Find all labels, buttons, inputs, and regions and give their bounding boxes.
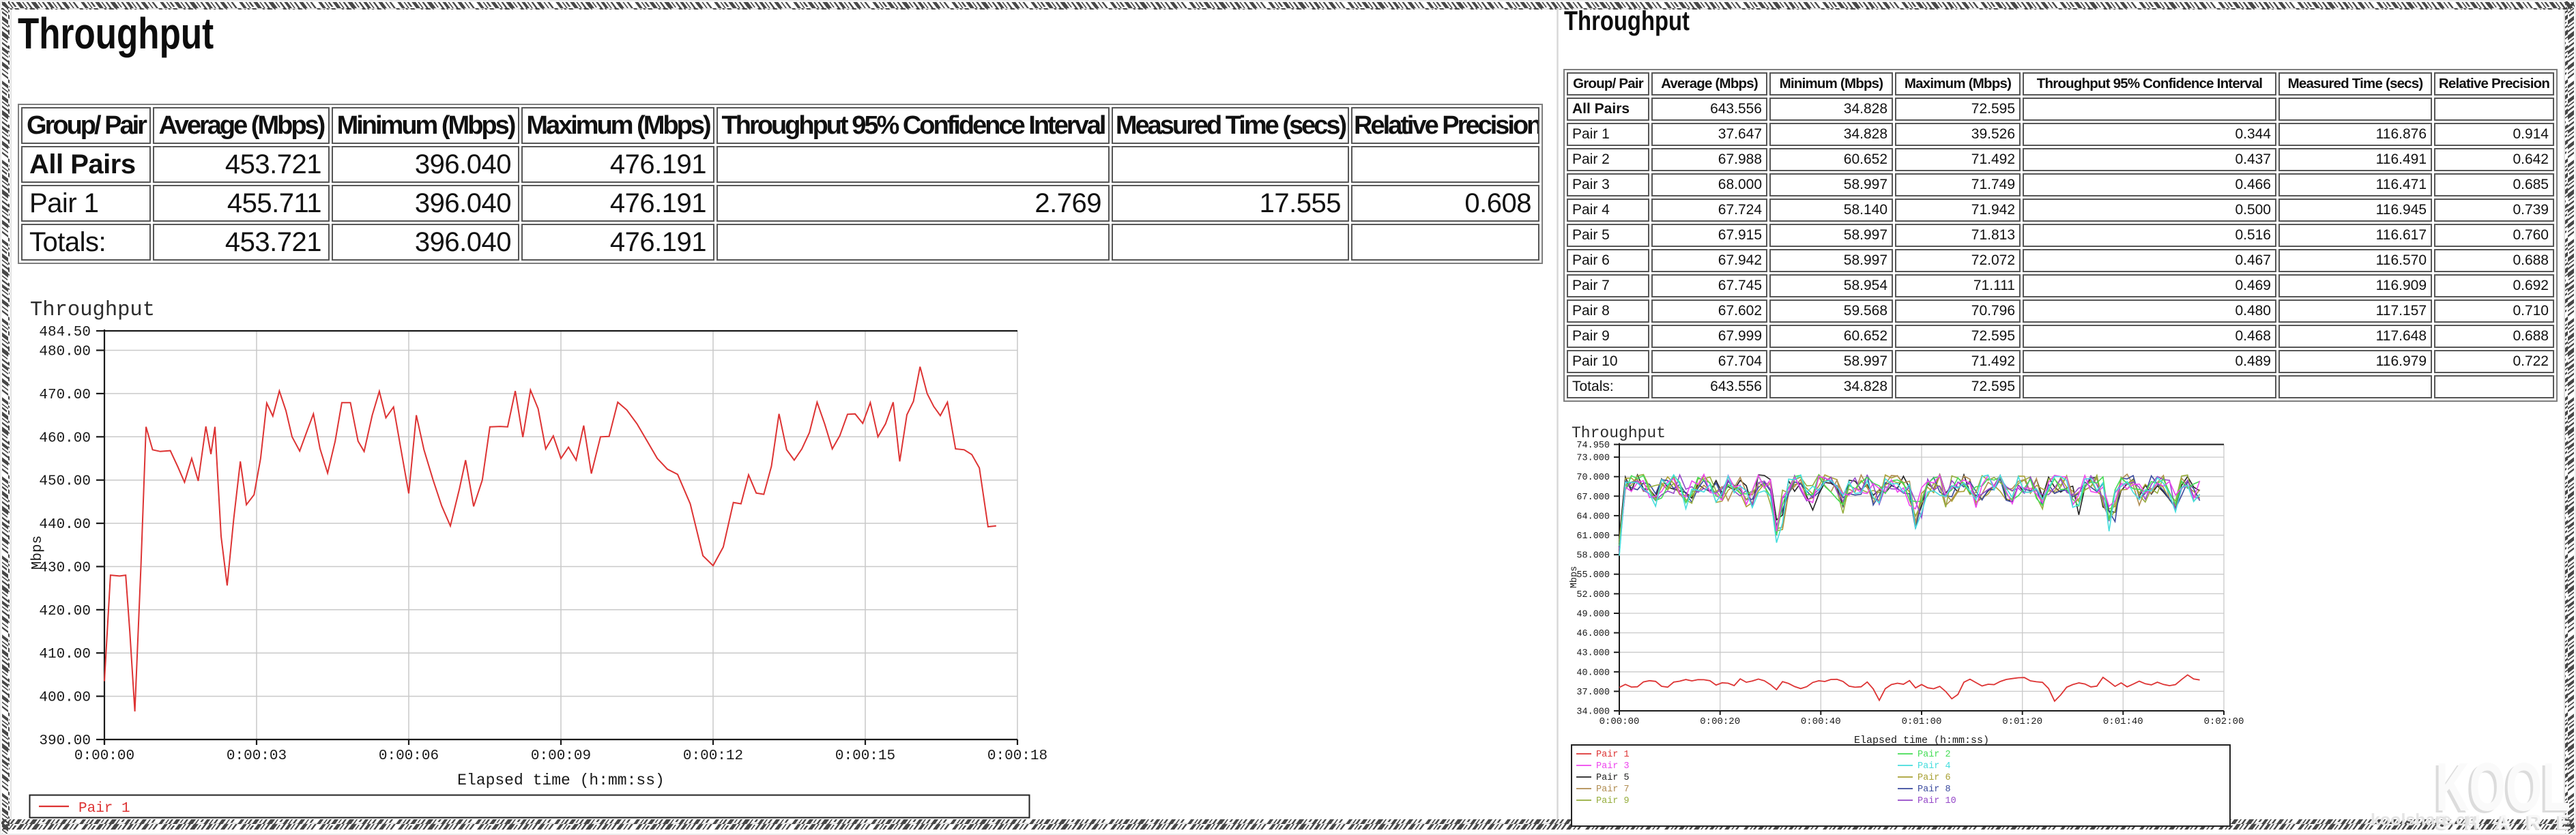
svg-text:0:00:12: 0:00:12: [683, 748, 743, 764]
svg-text:52.000: 52.000: [1576, 590, 1610, 600]
svg-text:43.000: 43.000: [1576, 649, 1610, 659]
svg-text:400.00: 400.00: [39, 690, 91, 706]
svg-text:Mbps: Mbps: [30, 536, 46, 570]
svg-text:Pair 3: Pair 3: [1596, 761, 1630, 772]
svg-text:Elapsed time (h:mm:ss): Elapsed time (h:mm:ss): [1854, 735, 1989, 746]
svg-text:0:01:20: 0:01:20: [2002, 716, 2042, 727]
svg-text:34.000: 34.000: [1576, 707, 1610, 718]
svg-text:Pair 1: Pair 1: [78, 801, 130, 817]
svg-text:0:00:03: 0:00:03: [227, 748, 287, 764]
svg-text:KOOL: KOOL: [2435, 749, 2571, 825]
svg-text:58.000: 58.000: [1576, 551, 1610, 561]
svg-text:Pair 1: Pair 1: [1596, 750, 1630, 760]
svg-text:Pair 8: Pair 8: [1917, 785, 1951, 795]
svg-text:470.00: 470.00: [39, 387, 91, 403]
svg-text:Pair 7: Pair 7: [1596, 785, 1630, 795]
svg-text:61.000: 61.000: [1576, 531, 1610, 542]
svg-text:0:00:09: 0:00:09: [531, 748, 591, 764]
svg-text:Mbps: Mbps: [1569, 566, 1580, 588]
svg-text:390.00: 390.00: [39, 733, 91, 749]
svg-text:420.00: 420.00: [39, 604, 91, 619]
svg-text:KOOL: KOOL: [2433, 751, 2568, 827]
svg-text:410.00: 410.00: [39, 647, 91, 662]
svg-text:0:02:00: 0:02:00: [2204, 716, 2244, 727]
svg-text:74.950: 74.950: [1576, 441, 1610, 451]
svg-text:Pair 2: Pair 2: [1917, 750, 1951, 760]
svg-text:koolshare.cn: koolshare.cn: [2371, 810, 2476, 830]
svg-text:73.000: 73.000: [1576, 454, 1610, 464]
svg-text:Pair 4: Pair 4: [1917, 761, 1951, 772]
svg-text:Pair 6: Pair 6: [1917, 773, 1951, 783]
svg-text:70.000: 70.000: [1576, 473, 1610, 483]
svg-text:37.000: 37.000: [1576, 688, 1610, 698]
svg-text:0:00:40: 0:00:40: [1801, 716, 1841, 727]
svg-text:Pair 5: Pair 5: [1596, 773, 1630, 783]
svg-text:0:00:06: 0:00:06: [379, 748, 439, 764]
svg-text:0:00:15: 0:00:15: [835, 748, 895, 764]
svg-text:49.000: 49.000: [1576, 610, 1610, 620]
svg-text:Elapsed time (h:mm:ss): Elapsed time (h:mm:ss): [457, 772, 665, 789]
svg-text:0:00:18: 0:00:18: [987, 748, 1047, 764]
svg-text:0:01:00: 0:01:00: [1902, 716, 1942, 727]
svg-text:484.50: 484.50: [39, 325, 91, 340]
svg-text:460.00: 460.00: [39, 430, 91, 446]
svg-text:Pair 9: Pair 9: [1596, 796, 1630, 806]
svg-text:0:01:40: 0:01:40: [2103, 716, 2143, 727]
svg-text:0:00:20: 0:00:20: [1700, 716, 1740, 727]
svg-text:Throughput: Throughput: [30, 299, 155, 322]
svg-text:Throughput: Throughput: [1572, 424, 1666, 442]
svg-text:67.000: 67.000: [1576, 493, 1610, 503]
svg-text:55.000: 55.000: [1576, 570, 1610, 581]
svg-text:46.000: 46.000: [1576, 629, 1610, 639]
svg-text:64.000: 64.000: [1576, 512, 1610, 522]
svg-text:450.00: 450.00: [39, 474, 91, 490]
svg-text:40.000: 40.000: [1576, 668, 1610, 678]
svg-text:Pair 10: Pair 10: [1917, 796, 1956, 806]
svg-text:430.00: 430.00: [39, 561, 91, 576]
svg-text:0:00:00: 0:00:00: [74, 748, 134, 764]
svg-text:480.00: 480.00: [39, 345, 91, 360]
svg-text:440.00: 440.00: [39, 517, 91, 533]
svg-text:0:00:00: 0:00:00: [1600, 716, 1640, 727]
